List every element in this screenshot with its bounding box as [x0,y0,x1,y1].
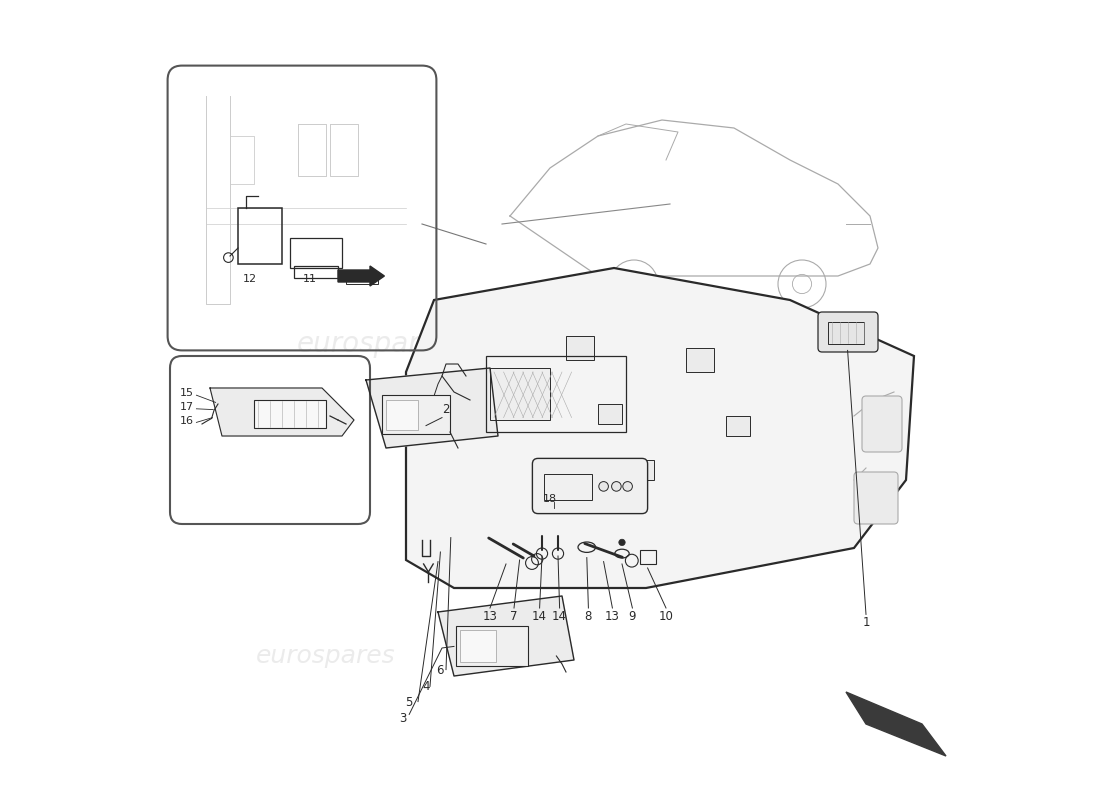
Text: 3: 3 [399,712,407,725]
Text: 15: 15 [180,388,194,398]
Bar [828,322,865,344]
Bar [382,395,450,434]
Text: eurospares: eurospares [296,330,452,358]
FancyBboxPatch shape [532,458,648,514]
Circle shape [598,482,608,491]
Text: 16: 16 [180,416,194,426]
Text: 17: 17 [180,402,194,411]
Bar [630,460,654,480]
Polygon shape [210,388,354,436]
FancyBboxPatch shape [818,312,878,352]
Bar [254,400,326,428]
Text: 6: 6 [436,664,443,677]
Text: 14: 14 [532,610,547,623]
Polygon shape [438,596,574,676]
Bar [386,400,418,430]
Bar [461,630,496,662]
FancyBboxPatch shape [854,472,898,524]
Text: 18: 18 [543,494,557,504]
Text: 13: 13 [605,610,619,623]
Text: 9: 9 [629,610,636,623]
Text: 2: 2 [442,403,450,416]
Bar [290,238,342,268]
Text: eurospares: eurospares [569,466,724,494]
Bar [544,474,593,500]
Text: 5: 5 [405,696,412,710]
Polygon shape [366,368,498,448]
Bar [686,348,714,372]
Text: 10: 10 [659,610,673,623]
Polygon shape [406,268,914,588]
Bar [490,368,550,420]
Bar [726,416,750,436]
Bar [598,404,622,424]
Text: 4: 4 [422,680,430,694]
Polygon shape [846,692,946,756]
Text: eurospares: eurospares [256,644,396,668]
Text: 12: 12 [243,274,257,284]
Bar [486,356,626,432]
FancyArrow shape [338,266,384,286]
Circle shape [612,482,621,491]
Bar [456,626,528,666]
FancyBboxPatch shape [862,396,902,452]
Bar [238,208,282,264]
Bar [294,266,338,278]
Text: 14: 14 [552,610,568,623]
Bar [346,276,378,284]
Text: 8: 8 [585,610,592,623]
Bar [566,336,594,360]
Text: 7: 7 [510,610,518,623]
Text: 13: 13 [483,610,497,623]
Circle shape [619,539,625,546]
Bar [639,550,656,564]
Text: 11: 11 [302,274,317,284]
Circle shape [623,482,632,491]
Text: 1: 1 [862,616,870,629]
